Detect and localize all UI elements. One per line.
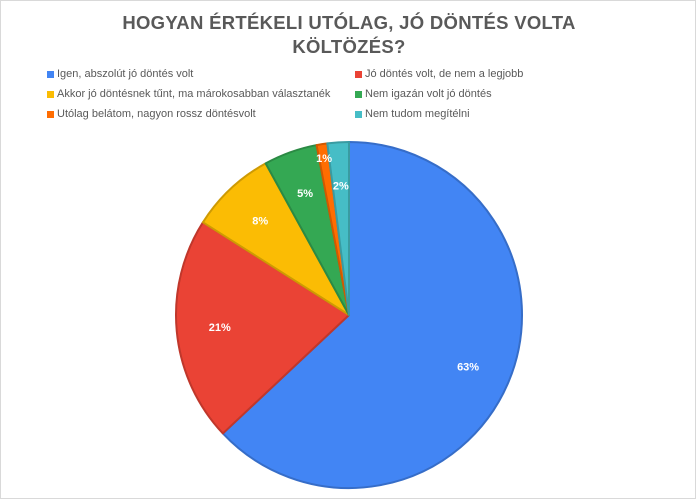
pie-slice — [221, 141, 523, 489]
pie-slice-label: 21% — [209, 322, 231, 334]
chart-title-line-1: HOGYAN ÉRTÉKELI UTÓLAG, JÓ DÖNTÉS VOLTA — [122, 12, 576, 33]
legend-label: Utólag belátom, nagyon rossz döntésvolt — [57, 108, 256, 120]
legend-swatch — [355, 70, 362, 78]
legend-label: Akkor jó döntésnek tűnt, ma márokosabban… — [57, 88, 331, 100]
pie-slice-label: 2% — [333, 181, 349, 193]
chart-title: HOGYAN ÉRTÉKELI UTÓLAG, JÓ DÖNTÉS VOLTA … — [1, 11, 696, 59]
legend-label: Igen, abszolút jó döntés volt — [57, 68, 194, 80]
legend-item-igen: Igen, abszolút jó döntés volt — [47, 68, 193, 80]
legend-swatch — [355, 110, 362, 118]
pie-slice — [175, 221, 350, 435]
pie-slice-label: 63% — [457, 362, 479, 374]
pie-slice-label: 5% — [297, 188, 313, 200]
legend-item-utolag: Utólag belátom, nagyon rossz döntésvolt — [47, 108, 256, 120]
legend-label: Nem igazán volt jó döntés — [365, 88, 492, 100]
legend-swatch — [355, 90, 362, 98]
chart-title-line-2: KÖLTÖZÉS? — [292, 36, 406, 57]
legend-item-jo-dontes: Jó döntés volt, de nem a legjobb — [355, 68, 523, 80]
legend-swatch — [47, 70, 54, 78]
pie-slice — [326, 141, 350, 316]
pie-slice-label: 1% — [316, 153, 332, 165]
legend-label: Nem tudom megítélni — [365, 108, 470, 120]
legend-swatch — [47, 90, 54, 98]
pie-slice-label: 8% — [252, 215, 268, 227]
legend-item-nem-tudom: Nem tudom megítélni — [355, 108, 470, 120]
legend-label: Jó döntés volt, de nem a legjobb — [365, 68, 524, 80]
legend-item-akkor-jo: Akkor jó döntésnek tűnt, ma márokosabban… — [47, 88, 330, 100]
legend-swatch — [47, 110, 54, 118]
legend-item-nem-igazan: Nem igazán volt jó döntés — [355, 88, 492, 100]
